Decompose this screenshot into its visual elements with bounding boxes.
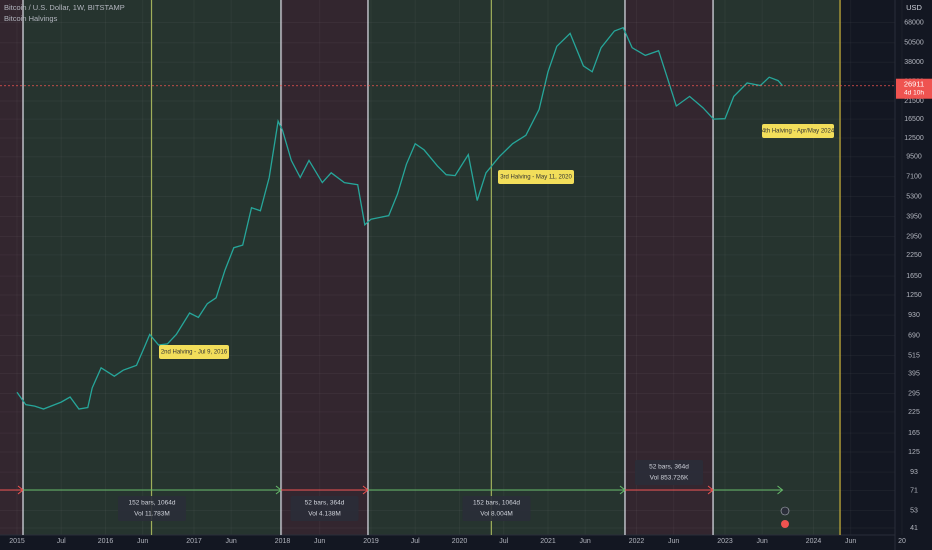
x-tick-label: 2020 [452,538,468,545]
cycle-region [713,0,841,535]
measure-bars: 152 bars, 1064d [473,500,520,507]
x-tick-label: 2022 [629,538,645,545]
x-tick-label: 2021 [540,538,556,545]
x-tick-label: Jul [57,538,66,545]
x-tick-label: 2016 [98,538,114,545]
y-tick-label: 395 [908,370,920,377]
y-tick-label: 1250 [906,292,922,299]
chart-title: Bitcoin / U.S. Dollar, 1W, BITSTAMP [4,3,125,12]
x-tick-label: Jun [314,538,325,545]
y-tick-label: 295 [908,390,920,397]
x-tick-label: 2018 [275,538,291,545]
y-tick-label: 7100 [906,173,922,180]
icon [780,506,790,516]
cycle-region [280,0,368,535]
measure-bars: 52 bars, 364d [649,464,689,471]
countdown-label: 4d 10h [904,89,924,96]
y-tick-label: 38000 [904,59,924,66]
y-tick-label: 1650 [906,273,922,280]
cycle-region [624,0,714,535]
chart-subtitle: Bitcoin Halvings [4,14,58,23]
last-price-box [896,78,932,99]
halving-label-box [159,345,229,359]
measure-vol: Vol 8.004M [480,511,513,518]
halving-label: 4th Halving - Apr/May 2024 [762,129,835,135]
y-tick-label: 225 [908,409,920,416]
icon [781,520,789,528]
y-tick-label: 41 [910,525,918,532]
x-tick-label: Jul [499,538,508,545]
cycle-region [0,0,24,535]
x-tick-label: 2019 [363,538,379,545]
measure-box [635,460,704,485]
arrow-head [707,485,714,495]
x-tick-label: 2023 [717,538,733,545]
x-tick-label: Jul [411,538,420,545]
x-tick-label: Jun [580,538,591,545]
measure-box [290,496,359,521]
y-tick-label: 53 [910,507,918,514]
last-price-label: 26911 [904,80,924,89]
price-line [16,26,783,410]
x-tick-label: Jun [226,538,237,545]
y-tick-label: 21500 [904,98,924,105]
measure-bars: 52 bars, 364d [305,500,345,507]
measure-box [117,496,186,521]
arrow-head [275,485,282,495]
measure-vol: Vol 853.726K [650,475,689,482]
y-tick-label: 12500 [904,135,924,142]
x-tick-label: 2017 [186,538,202,545]
x-tick-label: 20 [898,538,906,545]
cycle-region [367,0,625,535]
halving-label: 2nd Halving - Jul 9, 2016 [161,350,228,356]
y-tick-label: 2250 [906,252,922,259]
y-tick-label: 165 [908,430,920,437]
x-tick-label: Jun [845,538,856,545]
y-tick-label: 930 [908,312,920,319]
measure-vol: Vol 11.783M [134,511,170,518]
measure-box [462,496,531,521]
currency: USD [906,3,922,12]
x-tick-label: 2024 [806,538,822,545]
y-tick-label: 93 [910,469,918,476]
y-tick-label: 71 [910,487,918,494]
measure-vol: Vol 4.138M [308,511,341,518]
y-tick-label: 515 [908,352,920,359]
measure-bars: 152 bars, 1064d [129,500,176,507]
y-tick-label: 5300 [906,193,922,200]
x-tick-label: Jun [757,538,768,545]
y-tick-label: 3950 [906,213,922,220]
x-tick-label: 2015 [9,538,25,545]
halving-label-box [498,170,574,184]
y-tick-label: 690 [908,332,920,339]
halving-label: 3rd Halving - May 11, 2020 [500,175,572,181]
y-tick-label: 125 [908,449,920,456]
y-tick-label: 16500 [904,116,924,123]
x-tick-label: Jun [137,538,148,545]
y-tick-label: 9500 [906,154,922,161]
x-tick-label: Jun [668,538,679,545]
y-tick-label: 2950 [906,233,922,240]
arrow-head [777,485,784,495]
y-tick-label: 50500 [904,40,924,47]
y-tick-label: 68000 [904,19,924,26]
halving-label-box [762,124,834,138]
